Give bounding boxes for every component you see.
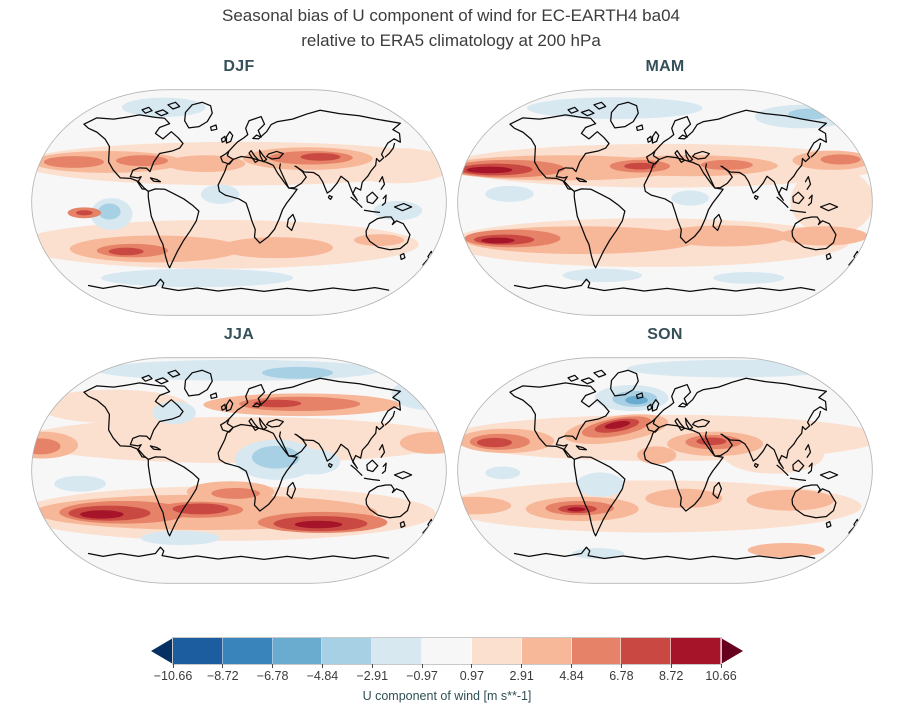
panel-title-djf: DJF bbox=[223, 58, 255, 75]
colorbar-tick-mark bbox=[321, 664, 323, 668]
colorbar-segment bbox=[272, 638, 323, 664]
coastlines bbox=[509, 369, 860, 560]
colorbar-segment bbox=[571, 638, 622, 664]
figure-title-line1: Seasonal bias of U component of wind for… bbox=[222, 6, 680, 25]
map-contours bbox=[31, 357, 447, 584]
colorbar-segment bbox=[521, 638, 572, 664]
map-boundary bbox=[457, 89, 873, 316]
colorbar-tick-mark bbox=[571, 664, 573, 668]
colorbar-tick-label: −4.84 bbox=[306, 669, 339, 683]
map-jja bbox=[31, 357, 447, 584]
map-contours bbox=[31, 89, 447, 316]
colorbar-tick-label: −6.78 bbox=[256, 669, 289, 683]
colorbar-ticks: −10.66 −8.72 −6.78 −4.84 −2.91 −0.97 0.97 2.91 4… bbox=[154, 669, 737, 686]
colorbar-bar bbox=[151, 638, 743, 668]
map-djf bbox=[31, 89, 447, 316]
colorbar-segments bbox=[172, 638, 722, 668]
colorbar-segment bbox=[621, 638, 672, 664]
colorbar-tick-mark bbox=[371, 664, 373, 668]
coastlines bbox=[509, 101, 860, 292]
colorbar-tick-mark bbox=[421, 664, 423, 668]
map-son bbox=[457, 357, 873, 584]
colorbar-segment bbox=[671, 638, 721, 664]
colorbar-tick-label: 0.97 bbox=[459, 669, 485, 683]
figure-title: Seasonal bias of U component of wind for… bbox=[0, 3, 902, 53]
colorbar-segment bbox=[322, 638, 373, 664]
map-mam bbox=[457, 89, 873, 316]
colorbar-segment bbox=[372, 638, 423, 664]
colorbar-tick-label: 8.72 bbox=[659, 669, 684, 683]
colorbar-tick-mark bbox=[720, 664, 722, 668]
panel-title-jja: JJA bbox=[223, 326, 255, 343]
map-boundary bbox=[457, 357, 873, 584]
colorbar-tick-mark bbox=[620, 664, 622, 668]
colorbar-tick-mark bbox=[521, 664, 523, 668]
map-boundary bbox=[31, 89, 447, 316]
colorbar-tick-label: 2.91 bbox=[509, 669, 534, 683]
colorbar-tick-label: 6.78 bbox=[609, 669, 634, 683]
map-contours bbox=[457, 89, 873, 316]
colorbar-tick-label: 4.84 bbox=[559, 669, 584, 683]
colorbar-tick-label: −2.91 bbox=[356, 669, 389, 683]
colorbar-extend-right bbox=[721, 638, 743, 664]
colorbar-extend-left bbox=[151, 638, 173, 664]
colorbar-tick-label: 10.66 bbox=[705, 669, 737, 683]
panel-title-son: SON bbox=[647, 326, 683, 343]
colorbar-tick-mark bbox=[222, 664, 224, 668]
colorbar-segment bbox=[173, 638, 223, 664]
colorbar-tick-label: −10.66 bbox=[153, 669, 193, 683]
colorbar-tick-label: −8.72 bbox=[206, 669, 239, 683]
panel-title-mam: MAM bbox=[645, 58, 685, 75]
figure-title-line2: relative to ERA5 climatology at 200 hPa bbox=[301, 31, 601, 50]
coastlines bbox=[83, 101, 434, 292]
map-boundary bbox=[31, 357, 447, 584]
colorbar-tick-mark bbox=[272, 664, 274, 668]
colorbar-tick-mark bbox=[172, 664, 174, 668]
colorbar-label: U component of wind [m s**-1] bbox=[362, 689, 532, 703]
colorbar-tick-mark bbox=[471, 664, 473, 668]
colorbar-tick-label: −0.97 bbox=[406, 669, 438, 683]
colorbar-tick-mark bbox=[670, 664, 672, 668]
colorbar-segment bbox=[222, 638, 273, 664]
colorbar-segment bbox=[471, 638, 522, 664]
colorbar-segment bbox=[422, 638, 472, 664]
map-contours bbox=[457, 357, 873, 584]
colorbar: −10.66 −8.72 −6.78 −4.84 −2.91 −0.97 0.97 2.91 4… bbox=[151, 638, 743, 703]
